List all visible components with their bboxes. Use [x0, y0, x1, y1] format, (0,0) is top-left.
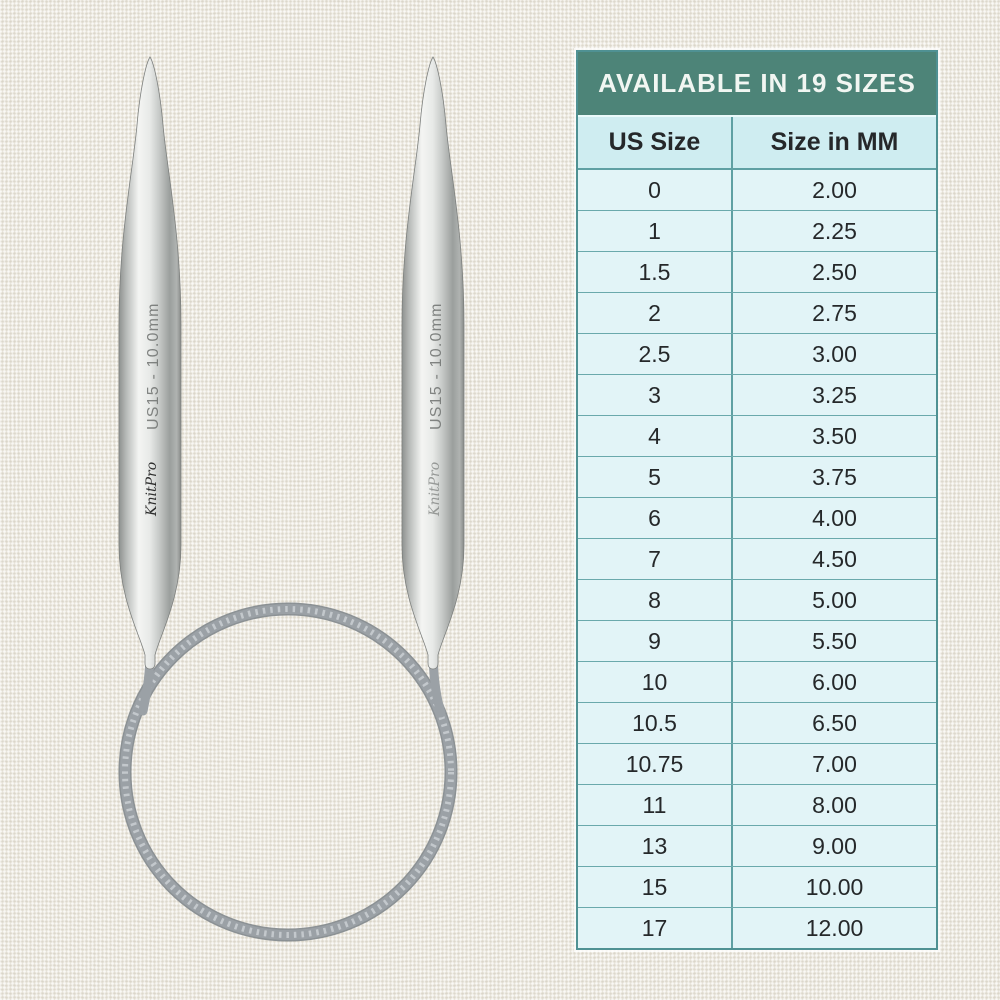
us-size-value: 10.5	[632, 709, 677, 736]
us-size-value: 10	[641, 668, 668, 695]
brand-logo-text: KnitPro	[144, 462, 160, 517]
table-row: 1.5 2.50	[578, 251, 936, 292]
us-size-value: 0	[648, 176, 661, 203]
mm-size-value: 5.50	[731, 621, 936, 661]
table-row: 6 4.00	[578, 497, 936, 538]
mm-size-value: 2.75	[731, 293, 936, 333]
mm-size-value: 6.50	[731, 703, 936, 743]
us-size-value: 1.5	[638, 258, 671, 285]
mm-size-value: 4.00	[731, 498, 936, 538]
us-size-value: 10.75	[625, 750, 684, 777]
cable-loop	[118, 602, 458, 942]
us-size-value: 13	[641, 832, 668, 859]
size-chart-table: AVAILABLE IN 19 SIZES US Size Size in MM…	[574, 48, 940, 952]
mm-size-value: 9.00	[731, 826, 936, 866]
table-row: 10.5 6.50	[578, 702, 936, 743]
brand-logo-text: KnitPro	[427, 462, 443, 517]
us-size-value: 3	[648, 381, 661, 408]
mm-size-value: 2.00	[731, 170, 936, 210]
size-chart-title: AVAILABLE IN 19 SIZES	[578, 52, 936, 115]
mm-size-value: 4.50	[731, 539, 936, 579]
mm-size-value: 3.25	[731, 375, 936, 415]
mm-size-value: 10.00	[731, 867, 936, 907]
table-row: 10.75 7.00	[578, 743, 936, 784]
us-size-value: 2	[648, 299, 661, 326]
mm-size-value: 12.00	[731, 908, 936, 948]
table-row: 15 10.00	[578, 866, 936, 907]
us-size-value: 5	[648, 463, 661, 490]
us-size-value: 1	[648, 217, 661, 244]
table-row: 9 5.50	[578, 620, 936, 661]
table-body: 0 2.00 1 2.25 1.5 2.50 2 2.75 2.5 3.00 3 3.25 …	[578, 170, 936, 948]
table-row: 8 5.00	[578, 579, 936, 620]
left-needle: US15 - 10.0mm KnitPro	[118, 56, 182, 670]
us-size-value: 7	[648, 545, 661, 572]
mm-size-value: 5.00	[731, 580, 936, 620]
us-size-value: 11	[642, 791, 667, 818]
us-size-value: 15	[641, 873, 668, 900]
mm-size-value: 3.50	[731, 416, 936, 456]
mm-size-value: 8.00	[731, 785, 936, 825]
table-row: 13 9.00	[578, 825, 936, 866]
column-header-row: US Size Size in MM	[578, 115, 936, 170]
mm-size-value: 3.75	[731, 457, 936, 497]
us-size-value: 17	[641, 914, 668, 941]
table-row: 7 4.50	[578, 538, 936, 579]
table-row: 10 6.00	[578, 661, 936, 702]
needle-size-label: US15 - 10.0mm	[145, 302, 162, 430]
table-row: 3 3.25	[578, 374, 936, 415]
us-size-value: 6	[648, 504, 661, 531]
table-row: 0 2.00	[578, 170, 936, 210]
table-row: 17 12.00	[578, 907, 936, 948]
mm-size-value: 2.50	[731, 252, 936, 292]
table-row: 5 3.75	[578, 456, 936, 497]
needle-size-label: US15 - 10.0mm	[428, 302, 445, 430]
table-row: 11 8.00	[578, 784, 936, 825]
us-size-value: 9	[648, 627, 661, 654]
right-needle-body	[401, 56, 465, 670]
us-size-value: 8	[648, 586, 661, 613]
table-row: 2 2.75	[578, 292, 936, 333]
mm-size-value: 3.00	[731, 334, 936, 374]
us-size-value: 2.5	[638, 340, 671, 367]
table-row: 2.5 3.00	[578, 333, 936, 374]
cable-twist-texture	[122, 606, 454, 938]
mm-size-value: 2.25	[731, 211, 936, 251]
col-header-us-size: US Size	[608, 128, 701, 156]
right-needle: US15 - 10.0mm KnitPro	[401, 56, 465, 670]
mm-size-value: 7.00	[731, 744, 936, 784]
col-header-size-in-mm: Size in MM	[731, 117, 936, 168]
us-size-value: 4	[648, 422, 661, 449]
table-row: 1 2.25	[578, 210, 936, 251]
mm-size-value: 6.00	[731, 662, 936, 702]
table-row: 4 3.50	[578, 415, 936, 456]
left-needle-body	[118, 56, 182, 670]
